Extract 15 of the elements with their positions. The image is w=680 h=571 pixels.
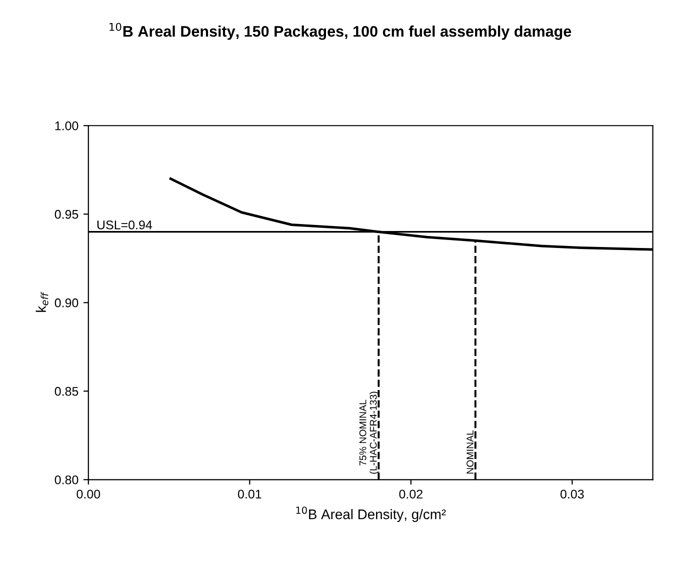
y-tick-label: 0.95 — [54, 210, 78, 219]
y-tick-label: 1.00 — [55, 121, 78, 130]
x-axis-title: $^{10}$B Areal Density, g/cm² — [296, 506, 446, 522]
ref-line-label: 75% NOMINAL (L-HAC-AFR4-133) — [359, 392, 379, 474]
y-tick-label: 0.80 — [54, 475, 78, 484]
x-tick-label: 0.00 — [76, 490, 100, 499]
x-tick-label: 0.03 — [560, 490, 584, 499]
y-tick-label: 0.85 — [54, 386, 78, 396]
y-axis-title: k$_{eff}$ — [36, 292, 48, 312]
chart-title: $^{10}$B Areal Density, 150 Packages, 100 cm fuel assembly damage — [110, 22, 572, 40]
x-tick-label: 0.01 — [238, 490, 262, 499]
y-tick-label: 0.90 — [54, 298, 78, 308]
ref-line-label: NOMINAL — [466, 430, 474, 474]
ref-line-label: USL=0.94 — [97, 220, 152, 230]
x-tick-label: 0.02 — [399, 490, 422, 499]
